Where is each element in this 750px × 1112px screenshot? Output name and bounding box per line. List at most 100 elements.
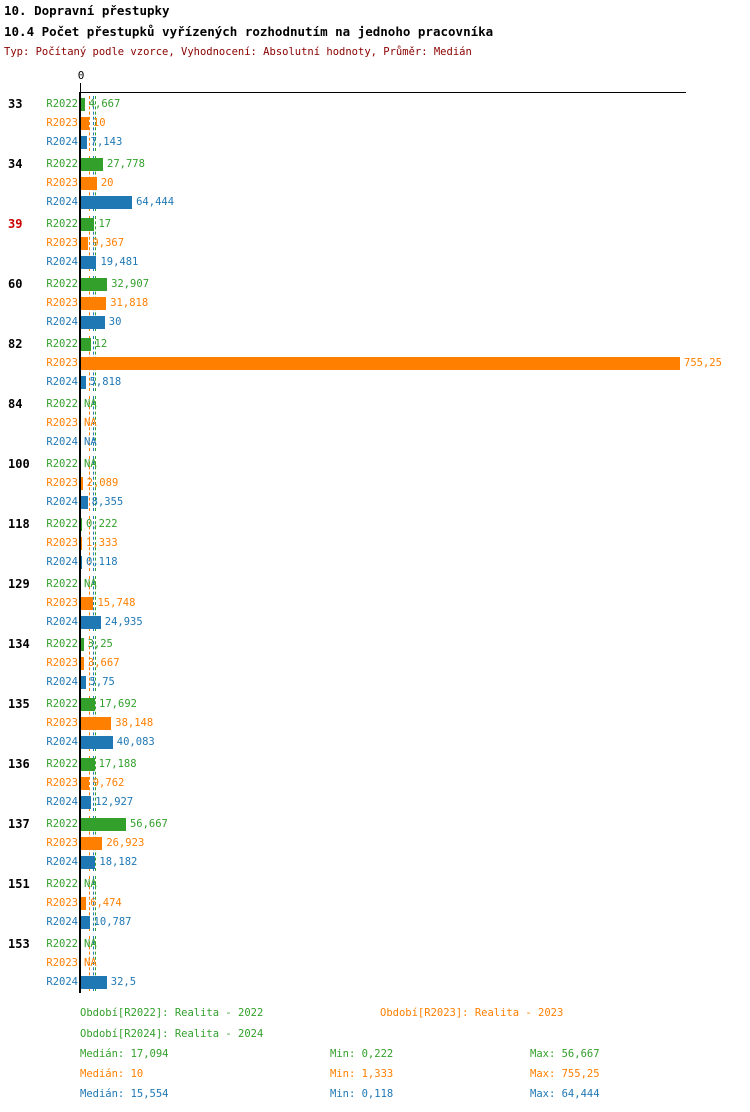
bar-153-r2024 xyxy=(81,976,107,989)
median-line-r2024 xyxy=(93,396,95,451)
legend-item-3: Období[R2024]: Realita - 2024 xyxy=(80,1028,264,1040)
value-label-136-r2024: 12,927 xyxy=(95,796,134,808)
bar-row-137-r2022: R2022 56,667 xyxy=(0,815,750,834)
bar-row-135-r2024: R2024 40,083 xyxy=(0,733,750,752)
bar-151-r2023 xyxy=(81,897,87,910)
bar-82-r2023 xyxy=(81,357,680,370)
bar-row-39-r2022: R2022 17 xyxy=(0,215,750,234)
series-label-r2024: R2024 xyxy=(46,316,78,328)
bar-group-151: 151 R2022 NA R2023 6,474 R2024 10,787 xyxy=(0,875,750,932)
bar-100-r2024 xyxy=(81,496,88,509)
group-label-100: 100 xyxy=(8,457,30,471)
bar-118-r2023 xyxy=(81,537,83,550)
median-line-r2022 xyxy=(94,636,96,691)
median-line-r2024 xyxy=(93,576,95,631)
series-label-r2024: R2024 xyxy=(46,856,78,868)
group-label-60: 60 xyxy=(8,277,23,291)
series-label-r2023: R2023 xyxy=(46,837,78,849)
bar-137-r2023 xyxy=(81,837,103,850)
value-label-135-r2024: 40,083 xyxy=(116,736,155,748)
series-label-r2022: R2022 xyxy=(46,698,78,710)
series-label-r2024: R2024 xyxy=(46,796,78,808)
value-label-118-r2022: 0,222 xyxy=(86,518,118,530)
group-label-129: 129 xyxy=(8,577,30,591)
series-label-r2024: R2024 xyxy=(46,376,78,388)
median-line-r2023 xyxy=(88,456,90,511)
bar-group-39: 39 R2022 17 R2023 9,367 R2024 19,481 xyxy=(0,215,750,272)
bar-134-r2022 xyxy=(81,638,84,651)
bar-60-r2023 xyxy=(81,297,107,310)
series-label-r2023: R2023 xyxy=(46,657,78,669)
bar-row-100-r2023: R2023 2,089 xyxy=(0,474,750,493)
value-label-153-r2022: NA xyxy=(84,938,97,950)
bar-row-118-r2024: R2024 0,118 xyxy=(0,553,750,572)
series-label-r2022: R2022 xyxy=(46,758,78,770)
chart-meta-note: Typ: Počítaný podle vzorce, Vyhodnocení:… xyxy=(4,46,472,58)
bar-row-82-r2024: R2024 5,818 xyxy=(0,373,750,392)
value-label-129-r2024: 24,935 xyxy=(104,616,143,628)
series-label-r2024: R2024 xyxy=(46,916,78,928)
median-line-r2024 xyxy=(93,636,95,691)
median-line-r2022 xyxy=(94,576,96,631)
bar-134-r2023 xyxy=(81,657,84,670)
bar-group-134: 134 R2022 3,25 R2023 3,667 R2024 5,75 xyxy=(0,635,750,692)
series-label-r2024: R2024 xyxy=(46,736,78,748)
bar-row-129-r2024: R2024 24,935 xyxy=(0,613,750,632)
series-label-r2022: R2022 xyxy=(46,218,78,230)
value-label-136-r2022: 17,188 xyxy=(98,758,137,770)
bar-row-151-r2022: R2022 NA xyxy=(0,875,750,894)
bar-row-129-r2023: R2023 15,748 xyxy=(0,594,750,613)
value-label-60-r2023: 31,818 xyxy=(110,297,149,309)
bar-row-136-r2022: R2022 17,188 xyxy=(0,755,750,774)
bar-135-r2023 xyxy=(81,717,112,730)
bar-row-39-r2023: R2023 9,367 xyxy=(0,234,750,253)
series-label-r2022: R2022 xyxy=(46,158,78,170)
median-line-r2022 xyxy=(94,756,96,811)
bar-82-r2024 xyxy=(81,376,86,389)
median-line-r2024 xyxy=(93,96,95,151)
value-label-153-r2023: NA xyxy=(84,957,97,969)
bar-row-60-r2022: R2022 32,907 xyxy=(0,275,750,294)
axis-top-line xyxy=(80,92,686,93)
median-line-r2024 xyxy=(93,516,95,571)
median-line-r2023 xyxy=(88,216,90,271)
value-label-39-r2022: 17 xyxy=(98,218,112,230)
stat-min-r2023: Min: 1,333 xyxy=(330,1068,394,1080)
bar-row-118-r2022: R2022 0,222 xyxy=(0,515,750,534)
bar-row-84-r2022: R2022 NA xyxy=(0,395,750,414)
value-label-60-r2022: 32,907 xyxy=(111,278,150,290)
bar-137-r2024 xyxy=(81,856,96,869)
bar-136-r2022 xyxy=(81,758,95,771)
series-label-r2022: R2022 xyxy=(46,278,78,290)
series-label-r2023: R2023 xyxy=(46,117,78,129)
group-label-153: 153 xyxy=(8,937,30,951)
bar-39-r2022 xyxy=(81,218,95,231)
bar-row-135-r2022: R2022 17,692 xyxy=(0,695,750,714)
series-label-r2024: R2024 xyxy=(46,436,78,448)
median-line-r2023 xyxy=(88,96,90,151)
bar-row-60-r2023: R2023 31,818 xyxy=(0,294,750,313)
group-label-135: 135 xyxy=(8,697,30,711)
value-label-134-r2023: 3,667 xyxy=(87,657,120,669)
bar-group-33: 33 R2022 4,667 R2023 10 R2024 7,143 xyxy=(0,95,750,152)
bar-row-136-r2023: R2023 9,762 xyxy=(0,774,750,793)
series-label-r2023: R2023 xyxy=(46,717,78,729)
bar-group-118: 118 R2022 0,222 R2023 1,333 R2024 0,118 xyxy=(0,515,750,572)
chart-subtitle: 10.4 Počet přestupků vyřízených rozhodnu… xyxy=(4,24,494,39)
bar-134-r2024 xyxy=(81,676,86,689)
axis-vertical-line xyxy=(79,92,81,993)
value-label-33-r2023: 10 xyxy=(92,117,106,129)
value-label-100-r2023: 2,089 xyxy=(86,477,119,489)
bar-137-r2022 xyxy=(81,818,126,831)
value-label-153-r2024: 32,5 xyxy=(110,976,137,988)
group-label-33: 33 xyxy=(8,97,23,111)
bar-row-39-r2024: R2024 19,481 xyxy=(0,253,750,272)
value-label-33-r2024: 7,143 xyxy=(90,136,123,148)
group-label-136: 136 xyxy=(8,757,30,771)
median-line-r2022 xyxy=(94,936,96,991)
bar-row-153-r2024: R2024 32,5 xyxy=(0,973,750,992)
series-label-r2023: R2023 xyxy=(46,357,78,369)
series-label-r2022: R2022 xyxy=(46,518,78,530)
bar-row-60-r2024: R2024 30 xyxy=(0,313,750,332)
median-line-r2024 xyxy=(93,456,95,511)
